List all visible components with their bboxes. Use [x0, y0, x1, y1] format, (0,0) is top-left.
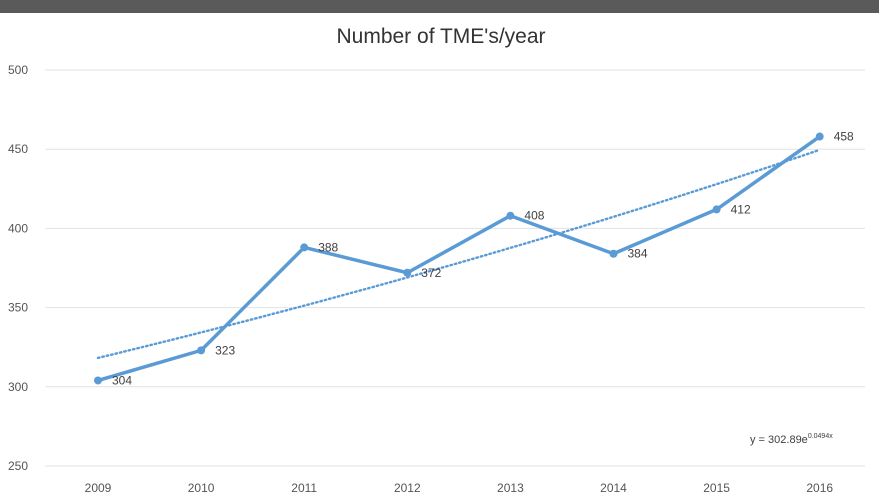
- y-tick-label-250: 250: [8, 459, 28, 473]
- data-point-2015: [712, 205, 721, 214]
- x-tick-label-2015: 2015: [703, 481, 730, 495]
- trendline-equation-exponent: 0.0494x: [808, 433, 833, 440]
- x-tick-label-2011: 2011: [291, 481, 317, 495]
- data-labels-group: 304 323 388 372 408 384 412 458: [112, 130, 854, 388]
- series-group: [94, 132, 824, 385]
- data-label-2011: 388: [318, 240, 338, 254]
- data-point-2012: [403, 268, 412, 277]
- data-label-2010: 323: [215, 343, 235, 357]
- y-tick-label-500: 500: [8, 63, 28, 77]
- data-label-2015: 412: [731, 202, 751, 216]
- window-top-bar: [0, 0, 879, 13]
- data-point-2014: [609, 249, 618, 258]
- data-label-2012: 372: [421, 266, 441, 280]
- data-point-2010: [197, 346, 206, 355]
- data-point-2016: [815, 132, 824, 141]
- y-tick-label-350: 350: [8, 301, 28, 315]
- x-tick-label-2014: 2014: [600, 481, 627, 495]
- data-label-2013: 408: [524, 209, 544, 223]
- x-tick-label-2009: 2009: [85, 481, 112, 495]
- y-tick-label-400: 400: [8, 221, 28, 235]
- x-tick-label-2013: 2013: [497, 481, 524, 495]
- data-point-2009: [94, 376, 102, 385]
- chart-title: Number of TME's/year: [336, 25, 545, 48]
- trendline-equation: y = 302.89e0.0494x: [750, 433, 833, 446]
- x-tick-label-2016: 2016: [806, 481, 833, 495]
- x-tick-label-2012: 2012: [394, 481, 421, 495]
- data-point-2011: [300, 243, 309, 252]
- trendline: [96, 148, 821, 360]
- trendline-group: [96, 148, 821, 360]
- y-tick-label-300: 300: [8, 380, 28, 394]
- data-label-2014: 384: [628, 247, 648, 261]
- y-axis-tick-labels: 250 300 350 400 450 500: [8, 63, 28, 473]
- x-axis-tick-labels: 2009 2010 2011 2012 2013 2014 2015 2016: [85, 481, 834, 495]
- data-point-2013: [506, 211, 515, 220]
- trendline-equation-base: y = 302.89e: [750, 434, 808, 446]
- gridlines: [45, 69, 865, 467]
- data-label-2009: 304: [112, 373, 132, 387]
- data-label-2016: 458: [834, 130, 854, 144]
- series-line: [96, 134, 822, 383]
- x-tick-label-2010: 2010: [188, 481, 215, 495]
- y-tick-label-450: 450: [8, 142, 28, 156]
